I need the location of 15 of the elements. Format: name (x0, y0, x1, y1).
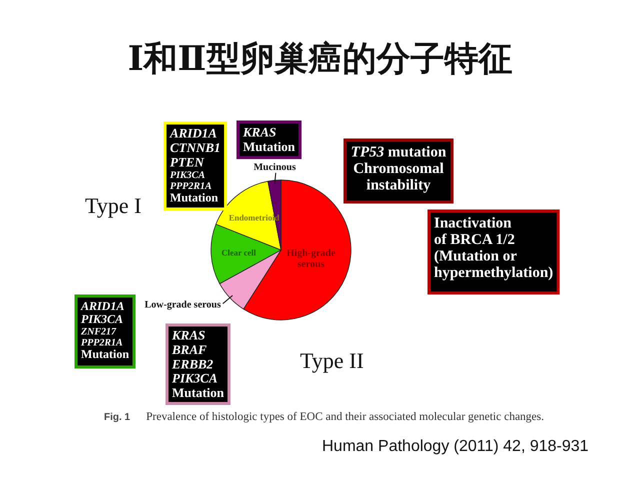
annotation-box: Inactivation of BRCA 1/2 (Mutation or hypermethylation) (428, 210, 560, 294)
annotation-box: TP53 mutation Chromosomal instability (344, 138, 454, 204)
annotation-box: ARID1A CTNNB1 PTEN PIK3CA PPP2R1A Mutation (164, 122, 228, 210)
caption: Fig. 1 Prevalence of histologic types of EOC and their associated molecular genetic changes. (104, 411, 544, 423)
annotation-box: KRAS Mutation (236, 120, 302, 160)
annotation: Human Pathology (2011) 42, 918-931 (322, 438, 589, 455)
annotation-box: KRAS BRAF ERBB2 PIK3CA Mutation (166, 324, 230, 405)
slice-label: Mucinous (254, 162, 296, 173)
annotation: Type II (300, 348, 364, 373)
slice-label: Clear cell (222, 248, 256, 258)
annotation: Type I (85, 193, 142, 218)
slice-label: High-grade serous (286, 248, 336, 270)
annotation-box: ARID1A PIK3CA ZNF217 PPP2R1A Mutation (74, 294, 136, 368)
slice-label: Low-grade serous (144, 300, 221, 311)
title: Ⅰ和Ⅱ型卵巢癌的分子特征 (128, 41, 512, 78)
